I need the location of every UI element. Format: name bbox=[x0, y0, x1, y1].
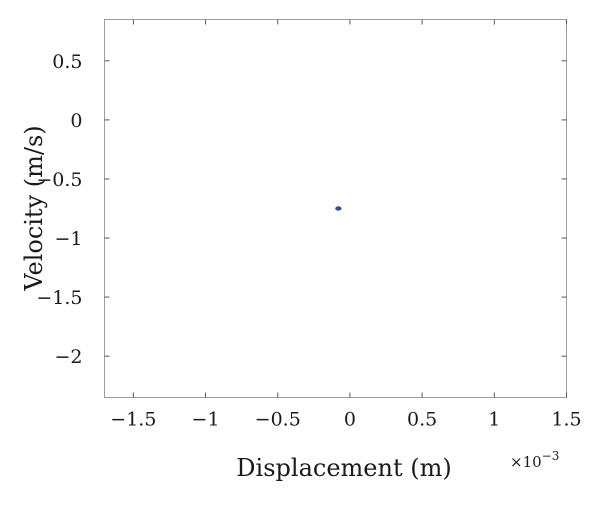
x-axis-title: Displacement (m) bbox=[236, 454, 451, 482]
x-tick-label: −1 bbox=[192, 409, 220, 431]
y-tick-label: −1.5 bbox=[36, 287, 82, 309]
data-points bbox=[335, 206, 342, 211]
x-tick-label: 1 bbox=[488, 409, 500, 431]
x-tick-label: 0.5 bbox=[407, 409, 437, 431]
y-tick-label: −2 bbox=[54, 346, 82, 368]
y-tick-label: −0.5 bbox=[36, 169, 82, 191]
x-axis-exponent: ×10−3 bbox=[510, 449, 559, 471]
x-tick-label: 1.5 bbox=[551, 409, 581, 431]
x-tick-label: −0.5 bbox=[255, 409, 301, 431]
exponent-base: ×10 bbox=[510, 453, 542, 471]
y-tick-label: 0 bbox=[70, 110, 82, 132]
y-tick-label: 0.5 bbox=[52, 51, 82, 73]
data-point bbox=[335, 206, 342, 211]
x-axis-ticks: −1.5 −1 −0.5 0 0.5 1 1.5 bbox=[110, 19, 582, 431]
y-axis-title: Velocity (m/s) bbox=[20, 125, 48, 291]
y-axis-ticks: 0.5 0 −0.5 −1 −1.5 −2 bbox=[36, 51, 567, 368]
plot-area-frame bbox=[104, 19, 567, 398]
x-tick-label: 0 bbox=[344, 409, 356, 431]
y-tick-label: −1 bbox=[54, 228, 82, 250]
exponent-power: −3 bbox=[542, 449, 560, 463]
x-tick-label: −1.5 bbox=[110, 409, 156, 431]
